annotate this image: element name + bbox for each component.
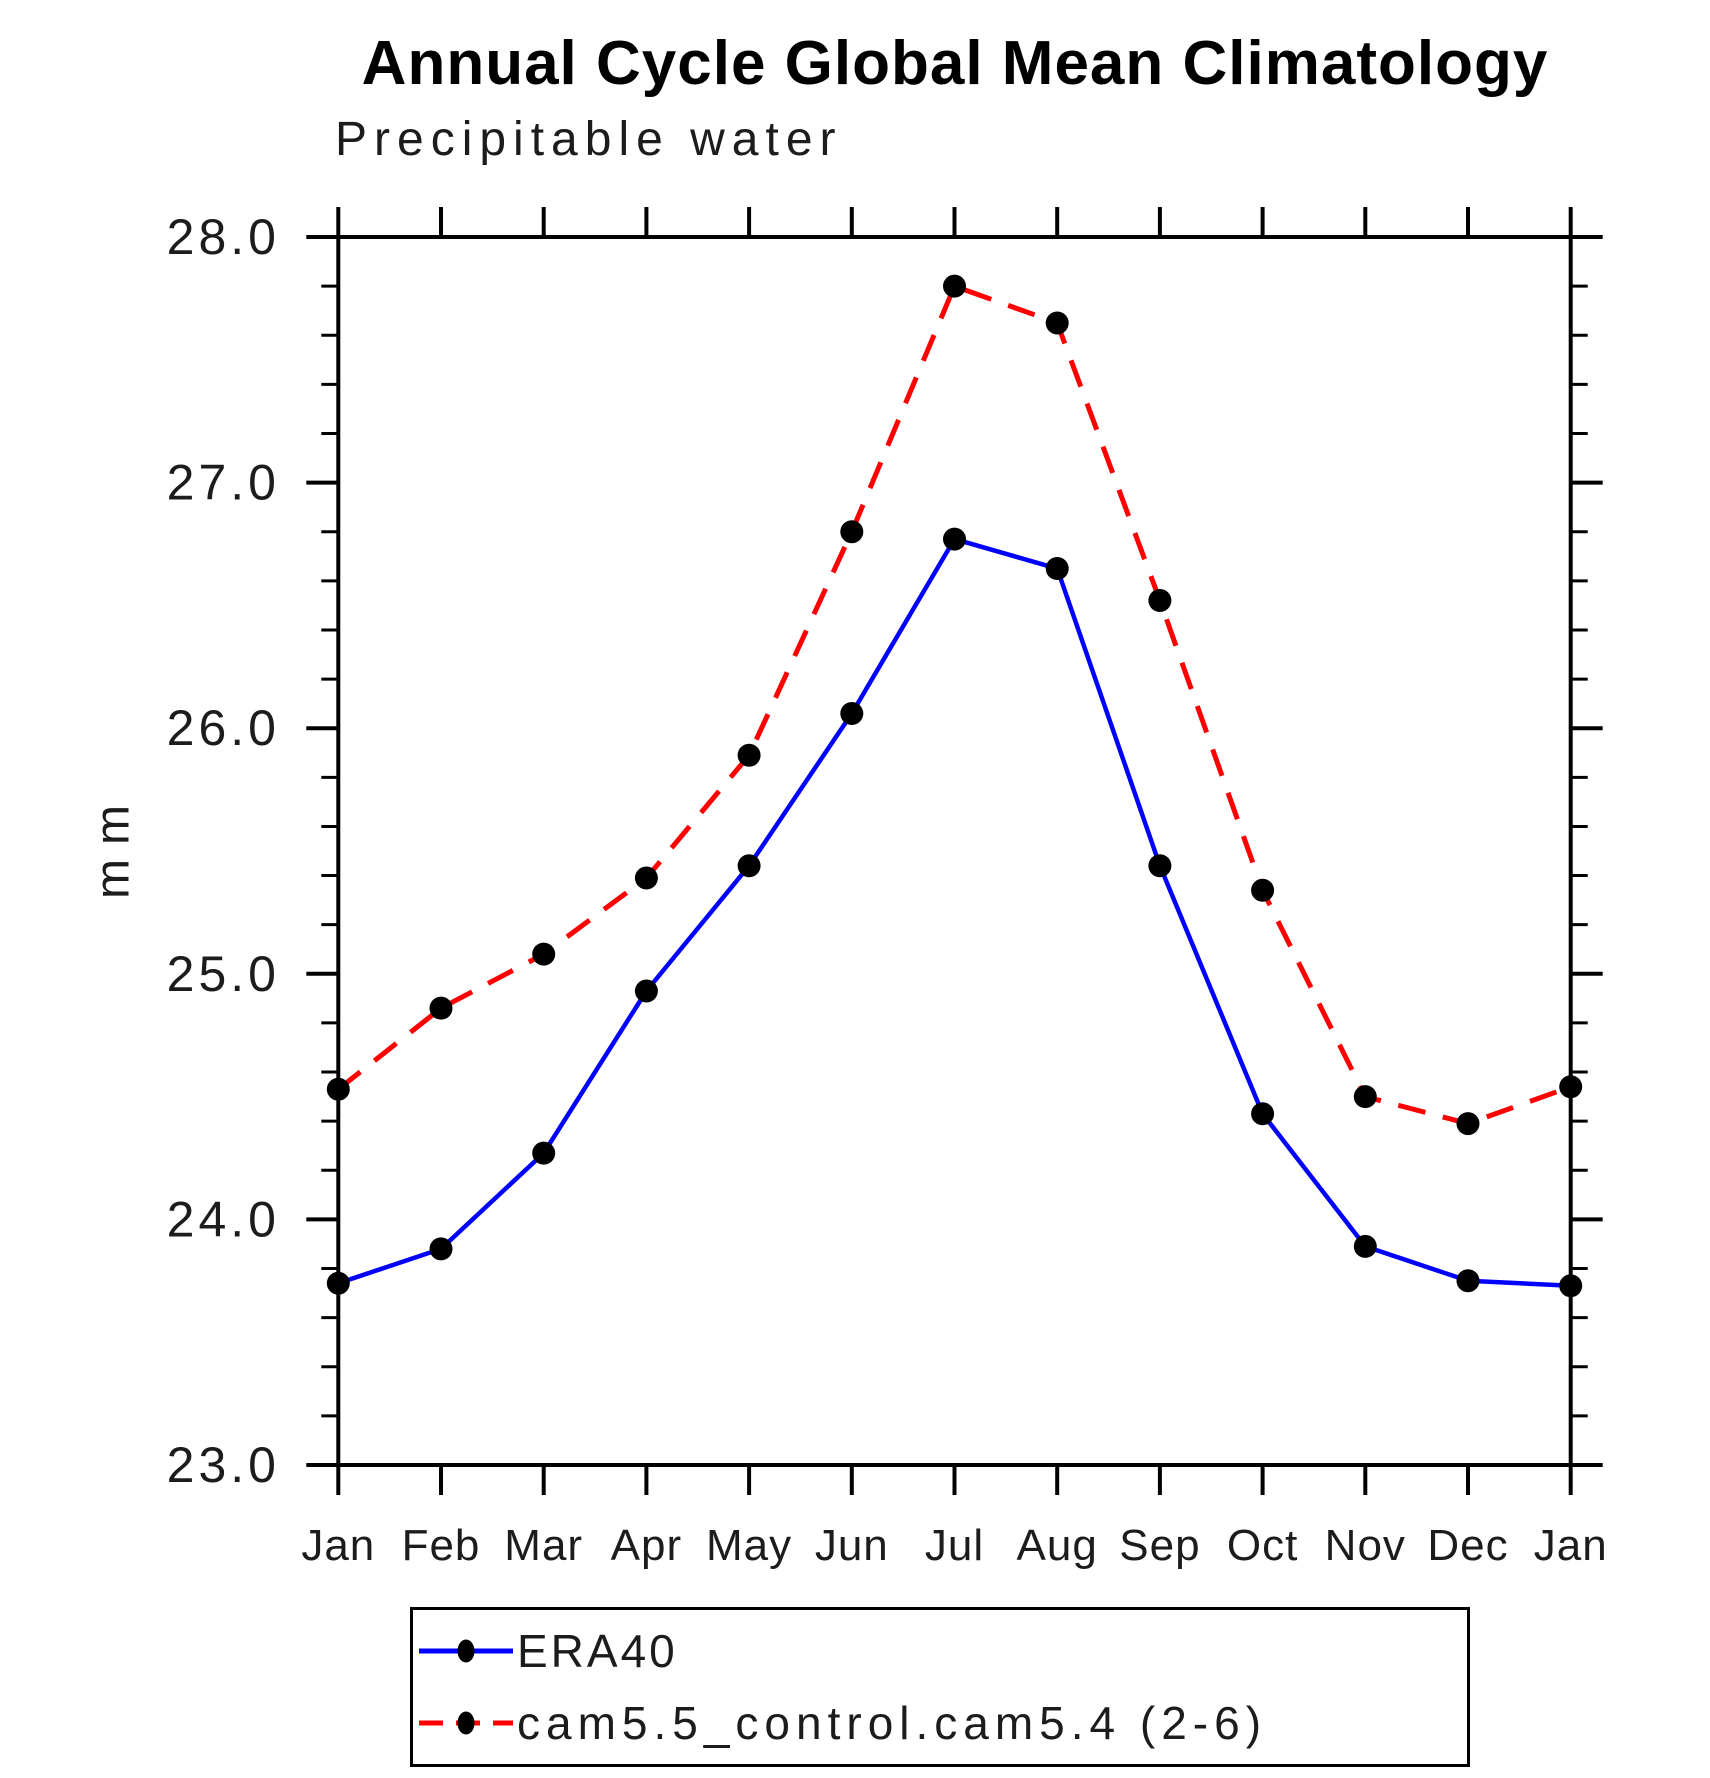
x-tick-label: Mar [504, 1521, 583, 1570]
x-tick-label: Jan [1534, 1521, 1608, 1570]
chart-subtitle: Precipitable water [335, 113, 843, 166]
data-point-dot [634, 866, 658, 890]
data-point-dot [1148, 854, 1172, 878]
data-point-dot [1045, 311, 1069, 335]
series-line-era40 [337, 536, 1571, 1288]
legend-label-cam55-control: cam5.5_control.cam5.4 (2-6) [517, 1697, 1268, 1750]
x-tick-label: Jan [301, 1521, 375, 1570]
data-point-dot [326, 1077, 350, 1101]
data-point-dot [1045, 557, 1069, 581]
legend-marker-dot-icon [457, 1639, 475, 1663]
data-point-dot [1559, 1274, 1583, 1298]
series-line-cam55-control [336, 283, 1572, 1127]
data-point-dot [1456, 1112, 1480, 1136]
x-tick-label: May [706, 1521, 792, 1570]
data-point-dot [1353, 1234, 1377, 1258]
x-tick-label: Aug [1017, 1521, 1098, 1570]
x-tick-label: Jul [925, 1521, 984, 1570]
y-tick-label: 23.0 [167, 1437, 280, 1493]
legend: ERA40 cam5.5_control.cam5.4 (2-6) [410, 1607, 1470, 1767]
x-tick-label: Oct [1227, 1521, 1298, 1570]
x-tick-label: Nov [1325, 1521, 1406, 1570]
data-point-dot [429, 1237, 453, 1261]
data-point-dot [840, 701, 864, 725]
data-point-dot [1559, 1075, 1583, 1099]
y-tick-label: 26.0 [167, 700, 280, 756]
x-tick-label: Apr [611, 1521, 682, 1570]
data-point-dot [1148, 588, 1172, 612]
y-tick-label: 27.0 [167, 455, 280, 511]
data-point-dot [737, 854, 761, 878]
data-point-dot [1456, 1269, 1480, 1293]
y-tick-label: 28.0 [167, 209, 280, 265]
data-point-dot [634, 979, 658, 1003]
data-point-dot [1251, 1102, 1275, 1126]
data-point-dot [532, 1141, 556, 1165]
legend-item-era40: ERA40 [413, 1619, 1467, 1683]
x-tick-label: Sep [1119, 1521, 1200, 1570]
data-point-dot [737, 743, 761, 767]
data-point-dot [429, 996, 453, 1020]
data-point-dot [943, 527, 966, 551]
legend-key-dashed-line-icon [419, 1711, 513, 1735]
data-point-dot [326, 1271, 350, 1295]
y-tick-label: 25.0 [167, 946, 280, 1002]
data-point-dot [943, 274, 966, 298]
legend-label-era40: ERA40 [517, 1624, 678, 1677]
legend-item-cam55-control: cam5.5_control.cam5.4 (2-6) [413, 1691, 1467, 1755]
y-tick-label: 24.0 [167, 1191, 280, 1247]
chart-title: Annual Cycle Global Mean Climatology [361, 29, 1549, 98]
legend-marker-dot-icon [457, 1711, 475, 1735]
x-tick-label: Dec [1427, 1521, 1508, 1570]
data-point-dot [532, 942, 556, 966]
legend-key-solid-line-icon [419, 1639, 513, 1663]
data-point-dot [1353, 1085, 1377, 1109]
x-tick-label: Feb [402, 1521, 481, 1570]
data-point-dot [1251, 878, 1275, 902]
x-tick-label: Jun [815, 1521, 889, 1570]
axis-frame [336, 235, 1573, 1467]
data-point-dot [840, 520, 864, 544]
